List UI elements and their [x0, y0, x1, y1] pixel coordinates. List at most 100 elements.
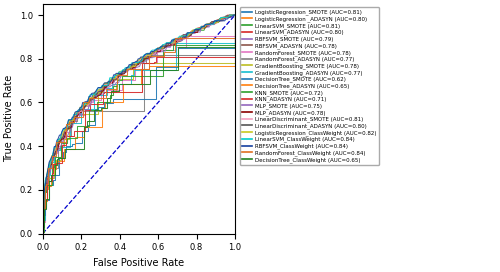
LogisticRegression_SMOTE (AUC=0.81): [172, 39, 178, 42]
Line: RandomForest_SMOTE (AUC=0.78): RandomForest_SMOTE (AUC=0.78): [42, 15, 235, 234]
MLP_ADASYN (AUC=0.78): [103, 86, 109, 89]
DecisionTree_SMOTE (AUC=0.62): [72, 143, 78, 146]
RBFSVM_ADASYN (AUC=0.78): [232, 13, 238, 17]
LogisticRegression_ClassWeight (AUC=0.82): [116, 71, 122, 74]
KNN_SMOTE (AUC=0.72): [74, 137, 80, 140]
LinearSVM_ADASYN (AUC=0.80): [40, 232, 46, 235]
MLP_SMOTE (AUC=0.75): [116, 81, 122, 84]
KNN_SMOTE (AUC=0.72): [42, 185, 48, 188]
LinearSVM_ClassWeight (AUC=0.84): [40, 232, 46, 235]
DecisionTree_ADASYN (AUC=0.65): [62, 159, 68, 162]
LinearSVM_SMOTE (AUC=0.81): [40, 232, 46, 235]
MLP_SMOTE (AUC=0.75): [232, 13, 238, 17]
LinearDiscriminant_ADASYN (AUC=0.80): [40, 232, 46, 235]
KNN_ADASYN (AUC=0.71): [82, 130, 88, 133]
RBFSVM_ClassWeight (AUC=0.84): [140, 55, 146, 59]
RandomForest_ClassWeight (AUC=0.84): [86, 100, 92, 104]
RandomForest_SMOTE (AUC=0.78): [232, 13, 238, 17]
LogisticRegression_ClassWeight (AUC=0.82): [140, 55, 146, 59]
RBFSVM_SMOTE (AUC=0.79): [40, 232, 46, 235]
LinearSVM_SMOTE (AUC=0.81): [172, 38, 178, 41]
LinearDiscriminant_ADASYN (AUC=0.80): [116, 73, 122, 76]
DecisionTree_ClassWeight (AUC=0.65): [62, 150, 68, 153]
LinearSVM_ClassWeight (AUC=0.84): [116, 70, 122, 74]
Line: DecisionTree_SMOTE (AUC=0.62): DecisionTree_SMOTE (AUC=0.62): [42, 15, 235, 234]
DecisionTree_SMOTE (AUC=0.62): [69, 143, 75, 146]
RandomForest_SMOTE (AUC=0.78): [60, 137, 66, 140]
LinearSVM_SMOTE (AUC=0.81): [116, 72, 122, 75]
LogisticRegression _ADASYN (AUC=0.80): [40, 232, 46, 235]
LinearSVM_ClassWeight (AUC=0.84): [198, 25, 204, 28]
MLP_ADASYN (AUC=0.78): [172, 42, 178, 46]
KNN_ADASYN (AUC=0.71): [139, 62, 145, 65]
DecisionTree_SMOTE (AUC=0.62): [40, 232, 46, 235]
LogisticRegression_ClassWeight (AUC=0.82): [198, 26, 204, 30]
KNN_SMOTE (AUC=0.72): [64, 137, 70, 140]
DecisionTree_ADASYN (AUC=0.65): [232, 13, 238, 17]
X-axis label: False Positive Rate: False Positive Rate: [94, 258, 184, 268]
DecisionTree_SMOTE (AUC=0.62): [232, 13, 238, 17]
LinearDiscriminant_SMOTE (AUC=0.81): [232, 13, 238, 17]
MLP_SMOTE (AUC=0.75): [40, 232, 46, 235]
LinearSVM_ClassWeight (AUC=0.84): [232, 13, 238, 17]
Line: MLP_SMOTE (AUC=0.75): MLP_SMOTE (AUC=0.75): [42, 15, 235, 234]
LogisticRegression_ClassWeight (AUC=0.82): [103, 82, 109, 85]
DecisionTree_ADASYN (AUC=0.65): [120, 82, 126, 86]
MLP_ADASYN (AUC=0.78): [116, 74, 122, 77]
RandomForest_ADASYN (AUC=0.77): [59, 135, 65, 138]
DecisionTree_ADASYN (AUC=0.65): [42, 203, 48, 206]
LogisticRegression _ADASYN (AUC=0.80): [103, 83, 109, 86]
RBFSVM_ClassWeight (AUC=0.84): [103, 81, 109, 85]
KNN_SMOTE (AUC=0.72): [232, 13, 238, 17]
DecisionTree_SMOTE (AUC=0.62): [78, 141, 84, 144]
LinearDiscriminant_ADASYN (AUC=0.80): [172, 37, 178, 41]
RBFSVM_ADASYN (AUC=0.78): [140, 61, 146, 64]
GradientBoosting_ADASYN (AUC=0.77): [68, 122, 73, 125]
KNN_ADASYN (AUC=0.71): [93, 103, 99, 106]
LogisticRegression _ADASYN (AUC=0.80): [172, 39, 178, 42]
DecisionTree_ClassWeight (AUC=0.65): [40, 232, 46, 235]
KNN_ADASYN (AUC=0.71): [71, 135, 77, 138]
LinearSVM_SMOTE (AUC=0.81): [198, 29, 204, 32]
RandomForest_SMOTE (AUC=0.78): [104, 88, 110, 91]
RandomForest_ADASYN (AUC=0.77): [40, 232, 46, 235]
LinearSVM_SMOTE (AUC=0.81): [230, 13, 236, 17]
GradientBoosting_SMOTE (AUC=0.78): [232, 13, 238, 17]
LogisticRegression_SMOTE (AUC=0.81): [232, 13, 238, 17]
LinearDiscriminant_ADASYN (AUC=0.80): [103, 85, 109, 88]
RandomForest_ClassWeight (AUC=0.84): [44, 166, 51, 169]
LogisticRegression_SMOTE (AUC=0.81): [116, 73, 122, 76]
RBFSVM_SMOTE (AUC=0.79): [103, 86, 109, 89]
MLP_SMOTE (AUC=0.75): [103, 87, 109, 90]
LinearSVM_ADASYN (AUC=0.80): [116, 74, 122, 77]
Y-axis label: True Positive Rate: True Positive Rate: [4, 75, 14, 162]
LinearDiscriminant_SMOTE (AUC=0.81): [228, 13, 234, 17]
LinearDiscriminant_ADASYN (AUC=0.80): [198, 25, 204, 28]
Line: LogisticRegression_ClassWeight (AUC=0.82): LogisticRegression_ClassWeight (AUC=0.82…: [42, 15, 235, 234]
DecisionTree_SMOTE (AUC=0.62): [48, 184, 54, 187]
Line: RandomForest_ClassWeight (AUC=0.84): RandomForest_ClassWeight (AUC=0.84): [42, 15, 235, 234]
GradientBoosting_ADASYN (AUC=0.77): [40, 232, 46, 235]
RBFSVM_SMOTE (AUC=0.79): [230, 13, 236, 17]
LinearSVM_SMOTE (AUC=0.81): [148, 52, 154, 55]
LinearDiscriminant_SMOTE (AUC=0.81): [40, 232, 46, 235]
LinearSVM_SMOTE (AUC=0.81): [103, 82, 109, 85]
DecisionTree_ADASYN (AUC=0.65): [57, 159, 63, 162]
Line: RandomForest_ADASYN (AUC=0.77): RandomForest_ADASYN (AUC=0.77): [42, 15, 235, 234]
MLP_SMOTE (AUC=0.75): [230, 13, 235, 17]
RandomForest_SMOTE (AUC=0.78): [86, 106, 91, 110]
KNN_SMOTE (AUC=0.72): [86, 124, 91, 127]
LogisticRegression _ADASYN (AUC=0.80): [232, 13, 238, 17]
RBFSVM_SMOTE (AUC=0.79): [148, 53, 154, 56]
RandomForest_ClassWeight (AUC=0.84): [40, 232, 46, 235]
GradientBoosting_SMOTE (AUC=0.78): [44, 176, 50, 180]
MLP_ADASYN (AUC=0.78): [232, 13, 238, 17]
KNN_ADASYN (AUC=0.71): [40, 232, 46, 235]
LogisticRegression _ADASYN (AUC=0.80): [148, 53, 154, 56]
LogisticRegression_ClassWeight (AUC=0.82): [172, 38, 178, 41]
GradientBoosting_SMOTE (AUC=0.78): [72, 115, 78, 119]
LogisticRegression_SMOTE (AUC=0.81): [40, 232, 46, 235]
RBFSVM_ADASYN (AUC=0.78): [103, 86, 109, 89]
RandomForest_ClassWeight (AUC=0.84): [80, 100, 86, 104]
MLP_SMOTE (AUC=0.75): [172, 40, 178, 43]
